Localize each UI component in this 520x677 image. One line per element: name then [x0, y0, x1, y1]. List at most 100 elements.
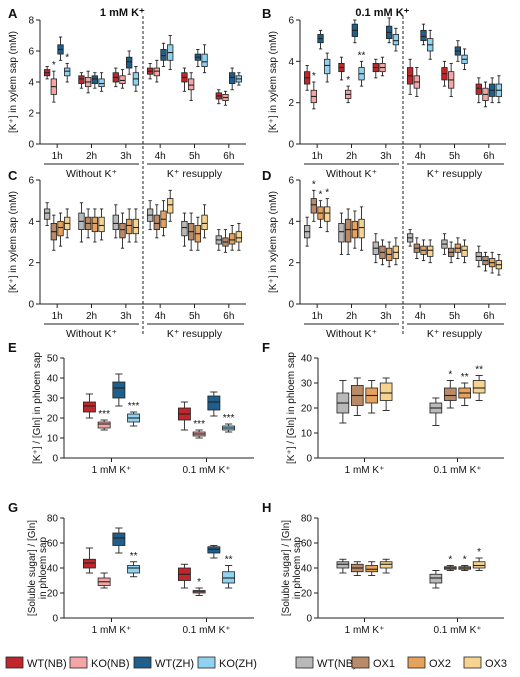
y-tick-label: 0: [28, 300, 34, 311]
box-body: [98, 78, 105, 88]
box-ox3: [132, 208, 140, 243]
box-ko_zh: [64, 62, 71, 83]
panel-letter: C: [8, 168, 18, 183]
x-tick-label: 1 mM K⁺: [345, 465, 385, 476]
box-wt_nb_gray: [303, 216, 311, 247]
box-wt_zh: [317, 29, 324, 50]
panel-letter: G: [8, 500, 18, 515]
box-ox1: [85, 208, 92, 239]
box-ko_nb: [413, 67, 420, 97]
box-ox3: [324, 198, 331, 233]
box-wt_zh: [229, 67, 236, 91]
x-tick-label: 0.1 mM K⁺: [433, 465, 481, 476]
box-wt_zh: [386, 17, 393, 44]
x-tick-label: 6h: [223, 311, 234, 322]
x-tick-label: 2h: [86, 151, 97, 162]
box-ox2: [454, 237, 461, 259]
box-ox3: [392, 237, 400, 266]
box-ko_zh: [235, 72, 243, 86]
box-ox2: [351, 210, 358, 249]
box-body: [338, 222, 345, 243]
box-ox3: [472, 557, 486, 571]
box-wt_nb_gray: [181, 212, 188, 247]
panels-layer: A 1 mM K⁺ 0 2 4 6 8 [K⁺] in xylem sap (mM) 1h 2h 3…: [8, 6, 506, 636]
box-body: [336, 561, 350, 569]
x-tick-label: 1h: [312, 151, 323, 162]
box-body: [235, 231, 243, 243]
box-body: [229, 233, 236, 245]
box-wt_zh: [112, 373, 126, 407]
box-ox3: [379, 377, 393, 411]
box-ko_zh: [127, 411, 141, 427]
box-ko_nb: [50, 70, 57, 103]
box-body: [119, 222, 126, 239]
box-body: [472, 561, 486, 569]
significance-marker: **: [358, 50, 366, 61]
box-body: [57, 220, 64, 237]
x-tick-label: 3h: [380, 151, 391, 162]
y-axis-label: [K⁺] / [Gln] in phloem sap: [286, 352, 297, 464]
y-tick-label: 0: [52, 614, 58, 625]
significance-marker: ***: [98, 409, 110, 420]
box-ox3: [201, 204, 208, 239]
x-tick-label: 6h: [223, 151, 234, 162]
box-body: [324, 58, 331, 75]
box-wt_nb_gray: [475, 245, 482, 268]
panel-title: 1 mM K⁺: [100, 7, 145, 19]
box-wt_zh: [207, 545, 221, 559]
box-wt_nb_gray: [112, 204, 119, 239]
significance-marker: **: [225, 555, 233, 566]
box-ox2: [194, 216, 201, 251]
significance-marker: **: [130, 551, 138, 562]
y-tick-label: 2: [28, 258, 34, 269]
legend-right: WT(NB) OX1 OX2 OX3: [295, 656, 507, 670]
box-ox3: [472, 375, 486, 401]
box-wt_nb: [406, 58, 414, 95]
y-tick-label: 2: [288, 258, 294, 269]
box-body: [201, 214, 208, 230]
y-tick-label: 20: [301, 589, 313, 600]
box-ox1: [448, 241, 455, 264]
box-body: [64, 67, 71, 77]
box-body: [443, 387, 457, 401]
y-tick-label: 4: [288, 57, 294, 68]
legend-label: WT(ZH): [155, 658, 194, 670]
box-wt_nb_gray: [441, 233, 448, 255]
box-wt_nb: [78, 72, 85, 89]
y-tick-label: 8: [28, 16, 34, 27]
box-ox3: [167, 189, 174, 222]
y-tick-label: 40: [301, 354, 313, 365]
y-axis-label: [K⁺] in xylem sap (mM): [268, 31, 279, 133]
panel-F: F 0 10 20 30 40 [K⁺] / [Gln] in phloem sap 1 mM…: [262, 340, 504, 476]
box-ox1: [350, 561, 364, 576]
box-ko_nb: [222, 90, 229, 106]
box-wt_nb: [441, 60, 448, 87]
panel-letter: E: [8, 340, 17, 355]
box-ko_zh: [132, 66, 140, 92]
box-ko_nb: [192, 587, 206, 596]
box-body: [112, 532, 126, 546]
box-ox1: [482, 251, 489, 272]
box-ko_nb: [97, 419, 111, 431]
x-tick-label: 0.1 mM K⁺: [433, 625, 481, 636]
panel-letter: A: [8, 6, 18, 21]
box-wt_zh: [91, 72, 98, 89]
legend-swatch: [197, 656, 216, 669]
significance-marker: *: [448, 555, 452, 566]
box-ox1: [345, 208, 352, 255]
y-axis-label: [K⁺] in xylem sap (mM): [8, 191, 19, 293]
y-tick-label: 40: [47, 564, 59, 575]
panel-B: B 0.1 mM K⁺ 0 2 4 6 [K⁺] in xylem sap (mM) 1h 2h…: [262, 6, 506, 180]
box-wt_nb: [475, 77, 482, 104]
y-tick-label: 10: [301, 429, 313, 440]
y-tick-label: 6: [28, 176, 34, 187]
box-body: [91, 75, 98, 84]
legend-swatch: [407, 656, 426, 669]
box-body: [132, 218, 140, 235]
panel-D: D 0 2 4 6 [K⁺] in xylem sap (mM) 1h 2h 3h 4h 5h 6h W…: [262, 168, 506, 340]
y-tick-label: 0: [306, 454, 312, 465]
y-tick-label: 60: [47, 539, 59, 550]
box-ko_nb: [345, 85, 352, 104]
y-axis-label: [K⁺] in xylem sap (mM): [8, 31, 19, 133]
